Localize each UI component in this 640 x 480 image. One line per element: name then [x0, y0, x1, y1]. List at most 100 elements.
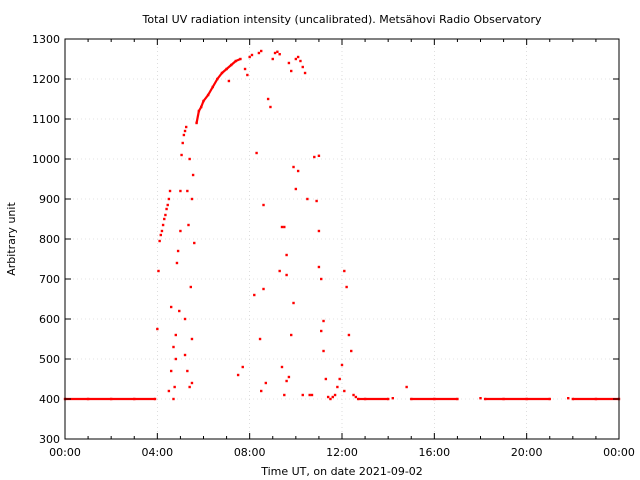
data-point — [158, 239, 161, 243]
data-point — [331, 395, 334, 399]
data-point — [241, 365, 244, 369]
data-point — [345, 285, 348, 289]
data-point — [176, 249, 180, 253]
x-tick-label: 00:00 — [49, 446, 81, 459]
data-point — [343, 269, 346, 273]
data-point — [338, 377, 341, 381]
data-point — [317, 154, 321, 157]
data-point — [188, 385, 191, 389]
data-point — [183, 129, 187, 133]
data-point — [230, 63, 233, 67]
data-point — [405, 385, 408, 389]
data-point — [172, 345, 175, 349]
data-point — [179, 189, 182, 193]
y-tick-label: 900 — [39, 193, 60, 206]
y-tick-label: 1000 — [32, 153, 60, 166]
data-point — [184, 125, 188, 129]
x-axis-label: Time UT, on date 2021-09-02 — [260, 465, 423, 478]
data-point — [190, 337, 194, 341]
data-point — [456, 397, 459, 401]
data-point — [187, 223, 190, 227]
data-point — [320, 329, 323, 333]
data-point — [283, 393, 286, 397]
data-point — [86, 397, 90, 401]
data-point — [169, 305, 173, 309]
data-point — [567, 397, 570, 400]
envelope-segment — [207, 86, 214, 96]
x-axis-ticks: 00:00 04:00 08:00 12:00 16:00 20:00 00:00 — [49, 39, 635, 459]
data-point — [166, 203, 169, 207]
data-point — [322, 349, 325, 353]
data-point — [410, 397, 413, 401]
data-point — [189, 285, 193, 289]
chart-title: Total UV radiation intensity (uncalibrat… — [142, 13, 542, 26]
data-point — [287, 375, 291, 379]
data-point — [253, 293, 256, 297]
data-point — [333, 393, 337, 397]
data-point — [262, 203, 265, 207]
data-point — [292, 301, 295, 305]
y-tick-label: 800 — [39, 233, 60, 246]
data-point — [315, 199, 318, 203]
data-point — [301, 65, 304, 69]
data-point — [164, 213, 167, 217]
data-point — [296, 55, 300, 59]
x-tick-label: 16:00 — [418, 446, 450, 459]
data-point — [186, 369, 189, 373]
data-point — [186, 189, 189, 193]
data-point — [173, 385, 176, 389]
data-point — [257, 51, 261, 55]
data-point — [290, 69, 293, 73]
y-tick-label: 300 — [39, 433, 60, 446]
y-tick-label: 600 — [39, 313, 60, 326]
data-point — [433, 397, 436, 401]
data-point — [479, 397, 482, 400]
data-point — [278, 269, 281, 273]
data-point — [165, 207, 168, 211]
data-point — [243, 67, 247, 71]
data-point — [183, 317, 187, 321]
data-point — [347, 333, 351, 337]
data-point — [175, 261, 179, 265]
data-point — [336, 385, 339, 389]
data-point — [156, 327, 159, 331]
data-point — [197, 109, 201, 113]
data-point — [168, 189, 172, 193]
data-point — [255, 151, 258, 155]
data-point — [290, 333, 293, 337]
data-point — [352, 393, 355, 397]
y-tick-label: 1100 — [32, 113, 60, 126]
data-point — [571, 397, 575, 401]
data-point — [386, 397, 390, 401]
data-point — [163, 217, 166, 221]
data-point — [174, 357, 177, 361]
data-point — [285, 253, 288, 257]
x-tick-label: 08:00 — [234, 446, 266, 459]
data-point — [159, 233, 162, 237]
data-point — [167, 389, 171, 393]
data-point — [280, 365, 284, 369]
data-point — [303, 71, 307, 75]
data-point — [153, 397, 157, 401]
data-point — [285, 273, 288, 277]
data-point — [195, 121, 198, 125]
envelope-segment — [211, 78, 219, 88]
data-point — [133, 397, 136, 401]
data-point — [363, 397, 367, 401]
data-point — [236, 373, 240, 377]
data-point — [216, 77, 219, 81]
data-point — [350, 349, 353, 353]
data-point — [174, 333, 177, 337]
data-point — [190, 197, 194, 201]
data-point — [317, 229, 321, 233]
data-point — [276, 50, 279, 53]
data-point — [296, 169, 300, 173]
data-point — [211, 85, 214, 89]
data-point — [250, 53, 254, 57]
y-tick-label: 1200 — [32, 73, 60, 86]
data-point — [160, 229, 164, 233]
data-point — [169, 369, 173, 373]
data-point — [246, 73, 249, 77]
data-point — [324, 377, 328, 381]
data-point — [260, 49, 263, 53]
